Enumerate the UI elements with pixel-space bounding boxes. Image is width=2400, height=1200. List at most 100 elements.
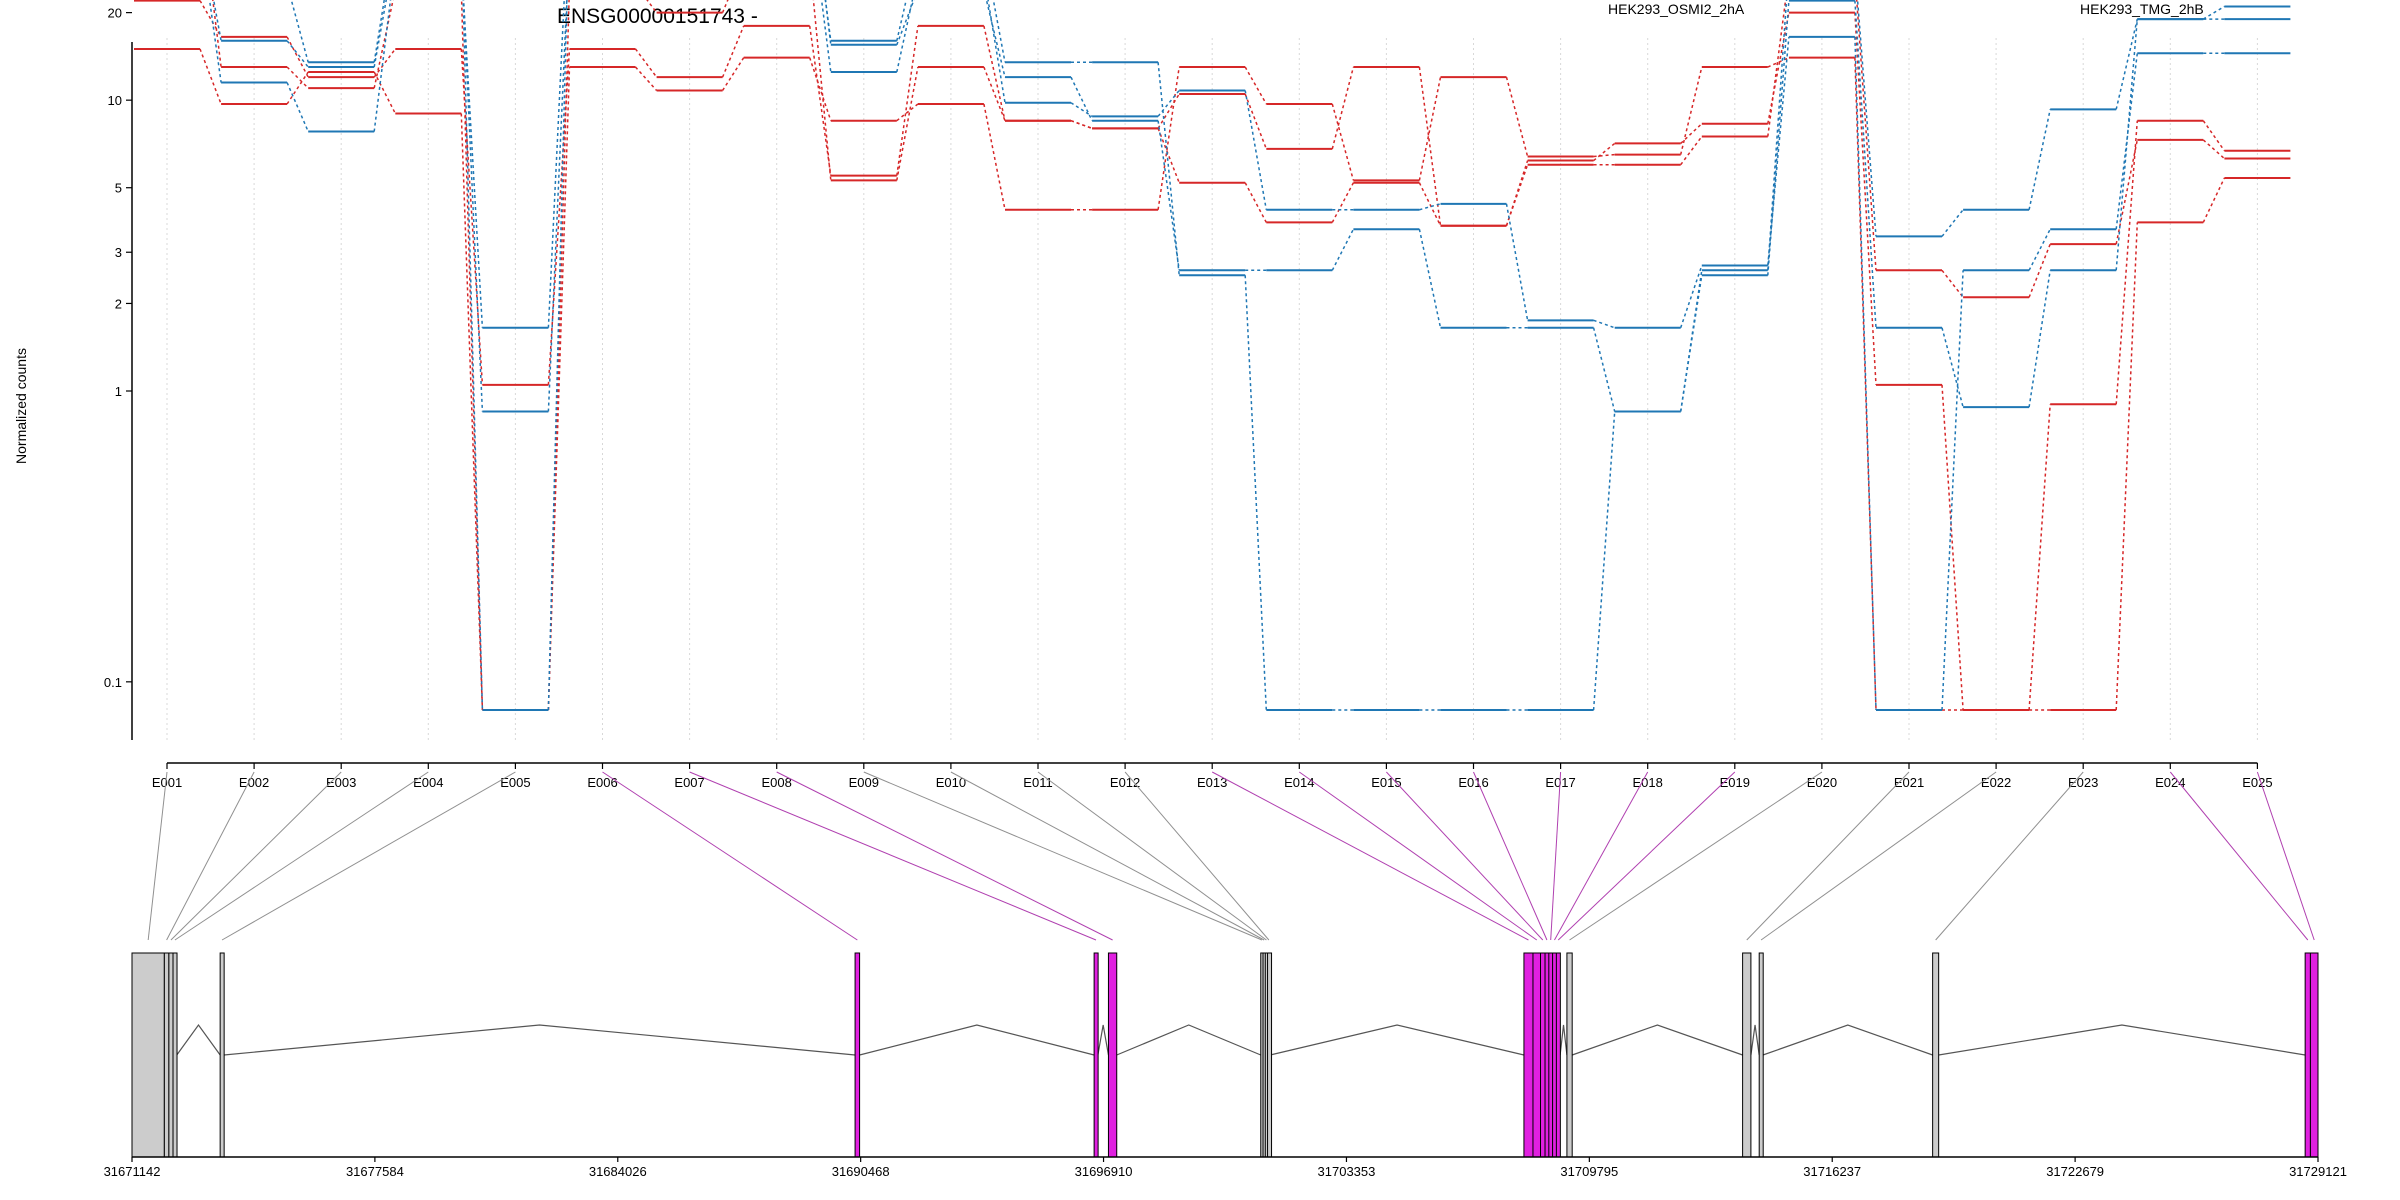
exon-connector [1473, 771, 1548, 941]
exon-box [219, 952, 225, 1158]
series-connector [199, 48, 222, 105]
exon-box [1093, 952, 1099, 1158]
series-connector [983, 103, 1006, 210]
series-connector [1593, 153, 1615, 158]
series-connector [1418, 229, 1442, 328]
coord-tick-label: 31696910 [1075, 1164, 1133, 1179]
series-connector [2115, 120, 2139, 405]
series-connector [212, 0, 222, 41]
exon-connector [1550, 771, 1562, 941]
coord-tick-label: 31690468 [832, 1164, 890, 1179]
exon-connector [2256, 771, 2315, 941]
series-connector [1418, 66, 1442, 226]
exon-box [1532, 952, 1542, 1158]
series-connector [1244, 275, 1268, 711]
exon-connector [1935, 771, 2084, 941]
coord-tick-label: 31716237 [1803, 1164, 1861, 1179]
series-connector [547, 0, 568, 412]
series-connector [208, 0, 222, 83]
series-connector [1157, 66, 1180, 210]
series-connector [808, 57, 832, 121]
series-connector [1244, 90, 1268, 210]
intron-line [1097, 1024, 1110, 1056]
series-connector [1679, 265, 1703, 328]
series-connector [1592, 411, 1616, 711]
series-connector [286, 71, 309, 105]
series-connector [1331, 66, 1355, 150]
series-connector [2115, 139, 2139, 245]
coord-tick-label: 31729121 [2289, 1164, 2347, 1179]
intron-line [1571, 1024, 1743, 1056]
series-connector [1767, 0, 1788, 271]
series-connector [1244, 182, 1267, 223]
exon-connector [1037, 771, 1267, 941]
series-connector [987, 0, 1006, 103]
intron-line [1762, 1024, 1933, 1056]
x-tick-label: E018 [1633, 775, 1663, 790]
exon-connector [1211, 771, 1529, 941]
series-connector [2028, 243, 2051, 298]
exon-box [168, 952, 174, 1158]
coord-tick-label: 31722679 [2046, 1164, 2104, 1179]
series-connector [1331, 182, 1355, 223]
exon-box [163, 952, 170, 1158]
x-tick-label: E016 [1458, 775, 1488, 790]
series-connector [1070, 102, 1093, 117]
series-connector [896, 25, 919, 176]
coord-tick-label: 31709795 [1560, 1164, 1618, 1179]
x-tick-label: E025 [2242, 775, 2272, 790]
exon-connector [1554, 771, 1649, 941]
y-tick-label: 1 [115, 384, 122, 399]
exon-box [1540, 952, 1546, 1158]
x-tick-label: E014 [1284, 775, 1314, 790]
series-connector [896, 103, 919, 122]
series-connector [896, 0, 914, 73]
x-tick-label: E001 [152, 775, 182, 790]
series-2 [134, 0, 2291, 712]
series-connector [2028, 270, 2051, 408]
exon-connector [1746, 771, 1910, 941]
series-connector [1244, 93, 1268, 150]
x-tick-label: E002 [239, 775, 269, 790]
series-connector [896, 0, 907, 41]
exon-box [1107, 952, 1118, 1158]
series-5 [208, 0, 2291, 413]
exon-connector [950, 771, 1265, 941]
exon-box [1267, 952, 1273, 1158]
exon-connector [1299, 771, 1538, 941]
series-connector [1593, 319, 1615, 329]
series-connector [199, 0, 222, 38]
x-tick-label: E021 [1894, 775, 1924, 790]
series-connector [1505, 76, 1529, 157]
series-connector [1941, 269, 1964, 298]
y-tick-label: 5 [115, 181, 122, 196]
series-connector [286, 66, 309, 89]
exon-connector [1124, 771, 1270, 941]
series-connector [460, 48, 484, 385]
series-connector [1505, 203, 1529, 321]
y-tick-label: 3 [115, 245, 122, 260]
series-connector [2028, 228, 2051, 271]
series-lines [134, 0, 2291, 712]
coord-tick-label: 31677584 [346, 1164, 404, 1179]
series-connector [462, 0, 484, 711]
series-connector [983, 66, 1006, 121]
x-tick-label: E022 [1981, 775, 2011, 790]
series-connector [1593, 142, 1616, 162]
series-connector [1767, 56, 1790, 68]
y-axis-label: Normalized counts [13, 348, 29, 464]
series-connector [290, 0, 309, 63]
exon-connector [689, 771, 1097, 941]
series-connector [820, 0, 832, 73]
series-connector [1331, 228, 1355, 271]
series-connector [1941, 327, 1964, 408]
x-tick-label: E020 [1807, 775, 1837, 790]
x-axis: E001 E002 E003 E004 E005 E006 E007 E008 E009 E010… [152, 762, 2273, 790]
series-connector [1157, 93, 1180, 129]
series-connector [1505, 160, 1529, 226]
series-connector [1941, 384, 1964, 711]
x-tick-label: E017 [1545, 775, 1575, 790]
series-connector [2115, 53, 2139, 230]
series-connector [2028, 404, 2051, 711]
